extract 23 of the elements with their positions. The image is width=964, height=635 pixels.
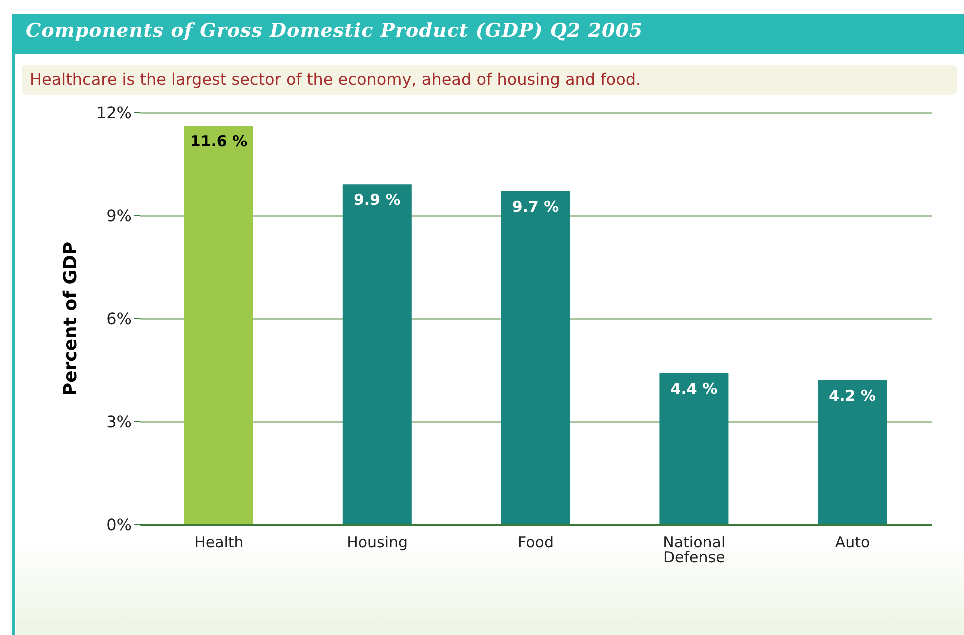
bar (501, 191, 570, 525)
y-tick-label: 12% (96, 104, 132, 123)
bar (184, 126, 254, 525)
bar (342, 184, 412, 525)
data-label: 4.4 % (670, 380, 718, 398)
y-tick-label: 0% (106, 516, 132, 535)
data-label: 11.6 % (190, 132, 248, 151)
y-tick-label: 6% (106, 310, 132, 329)
chart-subtitle: Healthcare is the largest sector of the economy, ahead of housing and food. (30, 70, 642, 89)
x-tick-label: Food (518, 534, 554, 552)
y-axis-title: Percent of GDP (60, 242, 82, 396)
data-label: 4.2 % (829, 386, 876, 405)
data-label: 9.7 % (512, 198, 560, 216)
x-tick-label: National Defense (663, 534, 726, 567)
bar (818, 380, 888, 525)
chart-title: Components of Gross Domestic Product (GDP) Q2 2005 (26, 20, 644, 42)
y-tick-label: 3% (106, 412, 132, 432)
x-tick-label: Health (194, 534, 244, 552)
y-tick-label: 9% (106, 206, 132, 226)
data-label: 9.9 % (354, 191, 401, 210)
x-tick-label: Housing (347, 534, 408, 552)
bar (660, 373, 729, 525)
x-tick-label: Auto (835, 534, 870, 552)
